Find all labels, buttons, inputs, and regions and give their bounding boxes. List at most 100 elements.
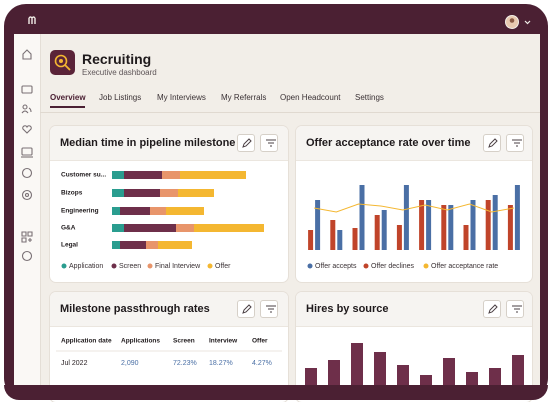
bar bbox=[351, 343, 363, 390]
bar bbox=[514, 185, 520, 250]
card-title: Median time in pipeline milestone bbox=[60, 137, 236, 149]
tab[interactable]: Open Headcount bbox=[280, 93, 341, 102]
legend-swatch bbox=[307, 263, 313, 269]
y-tick-label: Customer su... bbox=[61, 172, 106, 179]
compensation-icon[interactable] bbox=[21, 167, 33, 179]
bar bbox=[352, 228, 358, 250]
favorites-icon[interactable] bbox=[22, 125, 32, 134]
page-title: Recruiting bbox=[82, 51, 152, 67]
bar bbox=[507, 205, 513, 250]
help-icon[interactable] bbox=[21, 250, 33, 262]
bar-segment bbox=[112, 241, 120, 249]
table-cell: 2,090 bbox=[121, 360, 139, 367]
tab[interactable]: Overview bbox=[50, 93, 86, 102]
bar bbox=[419, 200, 425, 250]
card-title: Hires by source bbox=[306, 303, 389, 315]
jobs-icon[interactable] bbox=[21, 85, 33, 94]
sidebar bbox=[14, 34, 41, 385]
bar bbox=[470, 200, 476, 250]
bar-segment bbox=[124, 171, 162, 179]
card: Median time in pipeline milestone bbox=[50, 126, 288, 282]
tab-divider bbox=[40, 112, 540, 113]
tab[interactable]: Job Listings bbox=[99, 93, 142, 102]
top-bar bbox=[28, 15, 531, 29]
legend-swatch bbox=[61, 263, 67, 269]
bar-segment bbox=[112, 171, 124, 179]
active-tab-indicator bbox=[50, 106, 85, 108]
bar bbox=[374, 215, 380, 250]
card-header: Milestone passthrough rates bbox=[50, 292, 288, 327]
bar bbox=[441, 205, 447, 250]
bar-segment bbox=[112, 189, 124, 197]
legend-swatch bbox=[423, 263, 429, 269]
bar bbox=[381, 210, 387, 250]
table-header: Applications bbox=[121, 338, 160, 345]
settings-icon[interactable] bbox=[21, 189, 33, 201]
y-tick-label: G&A bbox=[61, 225, 76, 232]
apps-icon[interactable] bbox=[21, 231, 33, 243]
table-header: Offer bbox=[252, 338, 268, 345]
legend-label: Screen bbox=[119, 263, 141, 270]
app-icon bbox=[50, 50, 75, 75]
bar bbox=[492, 195, 498, 250]
bar bbox=[374, 352, 386, 390]
table-cell: Jul 2022 bbox=[61, 360, 88, 367]
bar bbox=[396, 225, 402, 250]
legend-swatch bbox=[111, 263, 117, 269]
bar bbox=[305, 368, 317, 390]
y-tick-label: Engineering bbox=[61, 208, 99, 215]
sidebar-icons bbox=[21, 49, 33, 262]
table-header: Application date bbox=[61, 338, 112, 345]
card: Offer acceptance rate over time bbox=[296, 126, 532, 282]
bar bbox=[330, 220, 336, 250]
card-header: Offer acceptance rate over time bbox=[296, 126, 532, 161]
bar bbox=[397, 365, 409, 390]
bar-segment bbox=[150, 207, 166, 215]
logo bbox=[28, 16, 36, 24]
reports-icon[interactable] bbox=[21, 147, 33, 156]
page-subtitle: Executive dashboard bbox=[82, 68, 157, 77]
bar-segment bbox=[160, 189, 178, 197]
bar bbox=[463, 225, 469, 250]
bar-segment bbox=[176, 224, 194, 232]
legend-label: Offer bbox=[215, 263, 231, 270]
card-title: Offer acceptance rate over time bbox=[306, 137, 471, 149]
bar bbox=[337, 230, 343, 250]
legend-swatch bbox=[147, 263, 153, 269]
bar bbox=[426, 200, 432, 250]
y-tick-label: Bizops bbox=[61, 190, 83, 197]
tab[interactable]: Settings bbox=[355, 93, 384, 102]
legend-swatch bbox=[207, 263, 213, 269]
bar-segment bbox=[158, 241, 192, 249]
legend-label: Offer accepts bbox=[315, 263, 357, 270]
legend-label: Application bbox=[69, 263, 103, 270]
y-tick-label: Legal bbox=[61, 242, 78, 249]
table-cell: 72.23% bbox=[173, 360, 197, 367]
bar bbox=[308, 230, 314, 250]
card-title: Milestone passthrough rates bbox=[60, 303, 210, 315]
home-icon[interactable] bbox=[22, 49, 32, 60]
line bbox=[314, 203, 514, 213]
bar bbox=[448, 205, 454, 250]
legend-label: Offer declines bbox=[371, 263, 415, 270]
bar-segment bbox=[146, 241, 158, 249]
bar-segment bbox=[180, 171, 246, 179]
table-header: Screen bbox=[173, 338, 195, 345]
tab[interactable]: My Referrals bbox=[221, 93, 267, 102]
bar bbox=[315, 200, 321, 250]
bar bbox=[443, 358, 455, 390]
legend-label: Offer acceptance rate bbox=[431, 263, 498, 270]
bar-segment bbox=[166, 207, 204, 215]
device-frame-bottom bbox=[4, 385, 548, 400]
people-icon[interactable] bbox=[22, 104, 28, 110]
bar-segment bbox=[112, 207, 120, 215]
legend-label: Final Interview bbox=[155, 263, 201, 270]
bar-segment bbox=[162, 171, 180, 179]
bar bbox=[328, 360, 340, 390]
bar-segment bbox=[124, 189, 160, 197]
bar bbox=[512, 355, 524, 390]
tab[interactable]: My Interviews bbox=[157, 93, 206, 102]
account-menu[interactable] bbox=[524, 20, 531, 25]
